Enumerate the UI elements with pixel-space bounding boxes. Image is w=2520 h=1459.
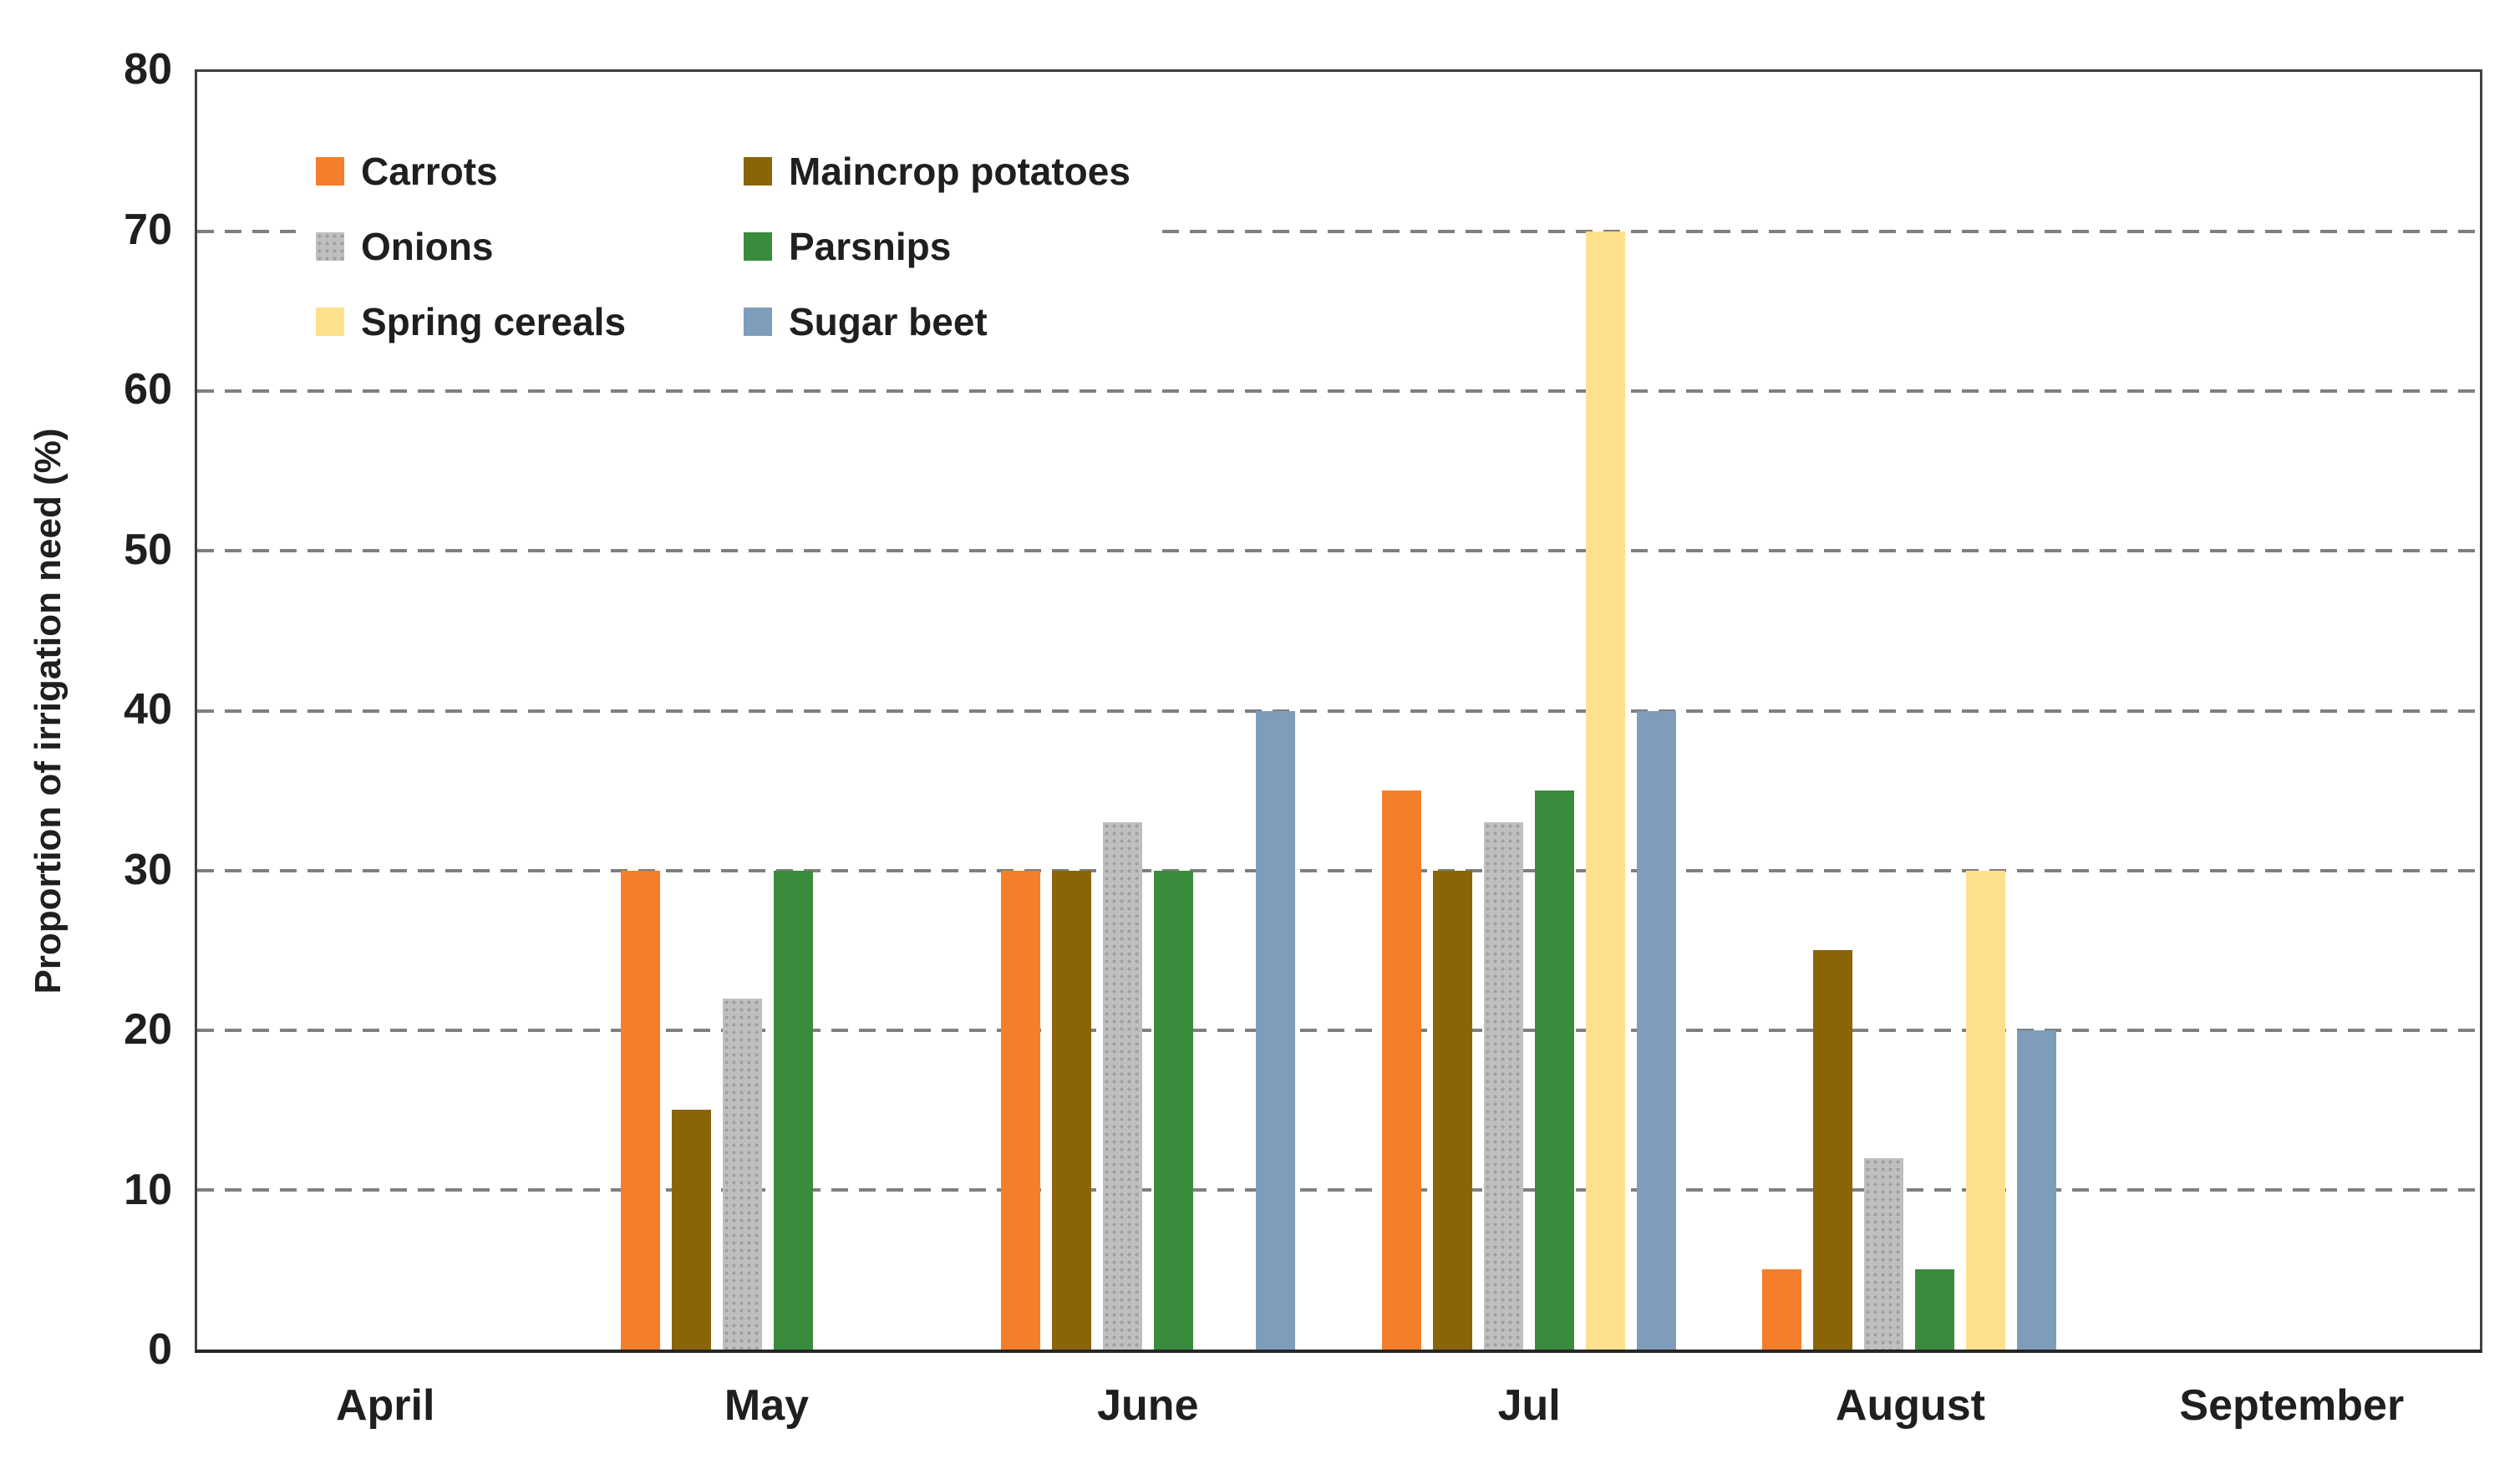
y-tick-label-60: 60 — [124, 365, 172, 414]
legend-swatch-parsnips — [744, 232, 772, 261]
y-tick-label-80: 80 — [124, 45, 172, 94]
bar-groups — [197, 72, 2480, 1350]
gridlines — [197, 72, 2480, 1350]
x-label-jul: Jul — [1497, 1381, 1561, 1430]
gridline-50 — [197, 549, 2480, 553]
bar-maincrop-potatoes-august — [1812, 950, 1852, 1350]
bar-group-june — [958, 72, 1339, 1350]
legend-item-carrots: Carrots — [316, 149, 744, 194]
bar-carrots-august — [1761, 1269, 1801, 1350]
legend-item-onions: Onions — [316, 224, 744, 269]
bar-spring-cereals-august — [1965, 870, 2005, 1350]
bar-group-august — [1719, 72, 2099, 1350]
gridline-70 — [197, 230, 2480, 234]
legend-swatch-carrots — [316, 157, 344, 186]
legend-swatch-maincrop-potatoes — [744, 157, 772, 186]
bar-parsnips-june — [1154, 870, 1194, 1350]
bar-carrots-jul — [1381, 791, 1421, 1350]
bar-maincrop-potatoes-jul — [1432, 870, 1472, 1350]
plot-area: Carrots Maincrop potatoes Onions Parsnips Sp… — [195, 69, 2482, 1353]
x-label-august: August — [1835, 1381, 1986, 1430]
bar-parsnips-august — [1914, 1269, 1954, 1350]
y-tick-label-20: 20 — [124, 1005, 172, 1054]
bar-group-may — [577, 72, 958, 1350]
x-axis-labels: April May June Jul August September — [195, 1365, 2482, 1431]
legend-label-maincrop-potatoes: Maincrop potatoes — [789, 150, 1130, 193]
legend-item-spring-cereals: Spring cereals — [316, 299, 744, 344]
bar-onions-may — [722, 998, 762, 1350]
y-tick-label-50: 50 — [124, 525, 172, 574]
bar-spring-cereals-jul — [1585, 231, 1625, 1350]
bar-sugar-beet-jul — [1636, 710, 1676, 1350]
legend-swatch-spring-cereals — [316, 308, 344, 336]
legend-label-spring-cereals: Spring cereals — [361, 300, 627, 343]
y-tick-label-0: 0 — [148, 1325, 172, 1374]
bar-carrots-may — [620, 870, 660, 1350]
y-tick-label-70: 70 — [124, 205, 172, 254]
bar-onions-august — [1863, 1157, 1903, 1350]
legend-swatch-sugar-beet — [744, 308, 772, 336]
x-label-april: April — [335, 1381, 435, 1430]
bar-onions-jul — [1483, 822, 1523, 1350]
bar-sugar-beet-august — [2016, 1029, 2056, 1350]
bar-maincrop-potatoes-may — [671, 1110, 711, 1350]
gridline-40 — [197, 709, 2480, 713]
y-tick-label-10: 10 — [124, 1165, 172, 1214]
legend-label-sugar-beet: Sugar beet — [789, 300, 988, 343]
gridline-10 — [197, 1187, 2480, 1192]
bar-onions-june — [1103, 822, 1143, 1350]
legend: Carrots Maincrop potatoes Onions Parsnips Sp… — [296, 137, 1161, 356]
legend-item-parsnips: Parsnips — [744, 224, 1130, 269]
bar-carrots-june — [1001, 870, 1041, 1350]
bar-group-september — [2100, 72, 2480, 1350]
x-label-may: May — [724, 1381, 810, 1430]
gridline-60 — [197, 389, 2480, 394]
gridline-30 — [197, 868, 2480, 872]
legend-label-onions: Onions — [361, 225, 494, 268]
bar-parsnips-jul — [1534, 791, 1574, 1350]
legend-item-maincrop-potatoes: Maincrop potatoes — [744, 149, 1130, 194]
y-tick-label-30: 30 — [124, 845, 172, 894]
legend-item-sugar-beet: Sugar beet — [744, 299, 1130, 344]
x-label-june: June — [1097, 1381, 1199, 1430]
x-label-september: September — [2179, 1381, 2405, 1430]
legend-label-parsnips: Parsnips — [789, 225, 952, 268]
bar-parsnips-may — [773, 870, 813, 1350]
bar-maincrop-potatoes-june — [1052, 870, 1092, 1350]
bar-sugar-beet-june — [1256, 710, 1296, 1350]
bar-group-jul — [1339, 72, 1719, 1350]
gridline-20 — [197, 1028, 2480, 1032]
legend-swatch-onions — [316, 232, 344, 261]
legend-label-carrots: Carrots — [361, 150, 498, 193]
y-tick-label-40: 40 — [124, 685, 172, 734]
y-axis-ticks: 0 10 20 30 40 50 60 70 80 — [0, 48, 172, 1371]
